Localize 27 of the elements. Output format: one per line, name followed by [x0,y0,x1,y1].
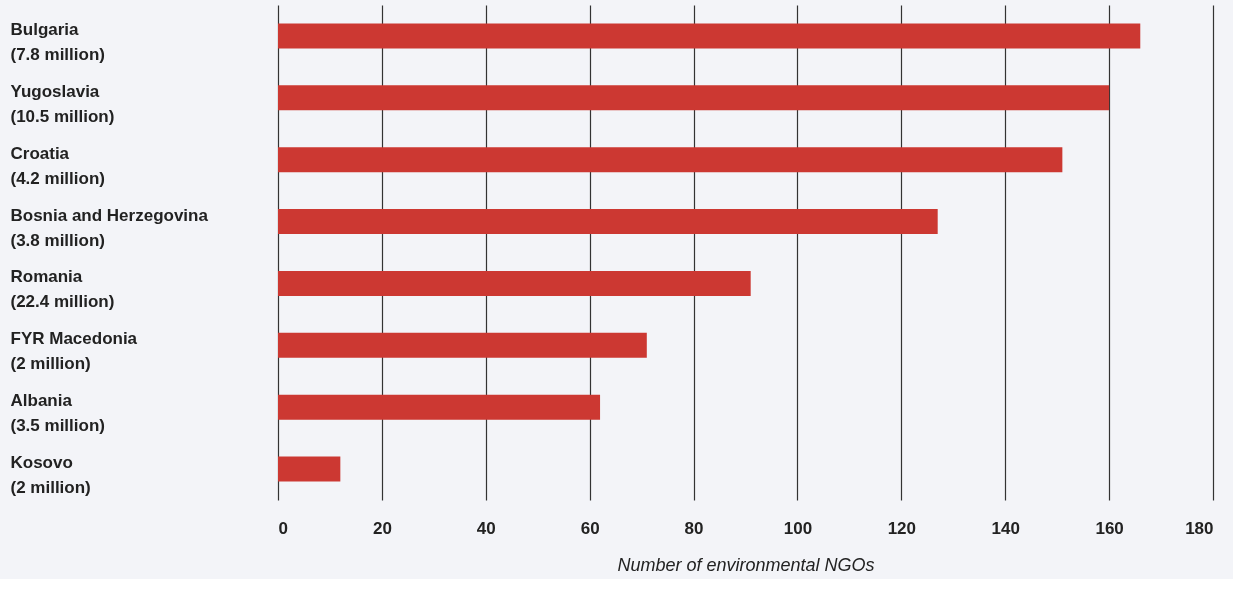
x-tick-label: 180 [1185,518,1214,538]
x-axis-title: Number of environmental NGOs [617,554,875,575]
y-tick-label: Albania (3.5 million) [10,391,105,436]
x-tick-label: 60 [580,518,600,538]
y-tick-label: Croatia (4.2 million) [10,143,105,188]
y-tick-label: Yugoslavia (10.5 million) [10,81,115,126]
x-tick-label: 20 [372,518,392,538]
y-tick-label: Bosnia and Herzegovina (3.8 million) [10,205,209,250]
x-tick-label: 100 [783,518,813,538]
x-tick-label: 80 [684,518,704,538]
x-tick-label: 40 [476,518,496,538]
bar [278,23,1141,49]
x-tick-label: 0 [278,518,288,538]
x-tick-label: 120 [887,518,917,538]
x-tick-label: 140 [991,518,1020,538]
bar [278,270,751,296]
bar [278,209,938,235]
bar [278,332,647,358]
bar [278,394,601,420]
bar [278,456,341,482]
x-tick-label: 160 [1095,518,1124,538]
y-tick-label: Romania (22.4 million) [10,267,115,312]
y-tick-label: Bulgaria (7.8 million) [10,19,105,64]
y-tick-label: FYR Macedonia (2 million) [10,329,138,374]
bar [278,147,1063,173]
bar [278,85,1110,111]
y-tick-label: Kosovo (2 million) [10,453,91,498]
